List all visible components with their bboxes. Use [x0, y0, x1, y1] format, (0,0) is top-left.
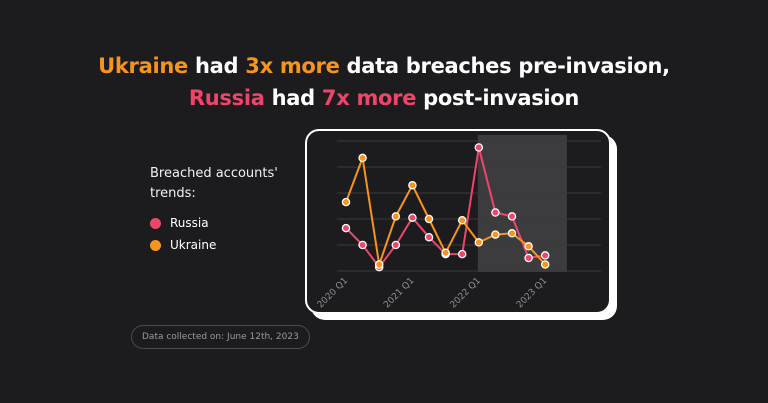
data-point-ukraine	[540, 260, 550, 269]
data-point-russia	[491, 208, 500, 217]
x-tick-label: 2020 Q1	[316, 276, 350, 310]
legend-item-russia: Russia	[150, 216, 300, 230]
headline-7x-more: 7x more	[321, 86, 417, 110]
data-point-russia	[408, 213, 417, 222]
data-point-russia	[457, 249, 467, 259]
breaches-line-chart: 2020 Q1 2021 Q1 2022 Q1 2023 Q1	[316, 135, 601, 310]
headline-russia: Russia	[188, 86, 265, 110]
data-point-russia	[540, 251, 550, 260]
data-point-ukraine	[391, 212, 401, 221]
data-point-ukraine	[507, 229, 517, 238]
data-point-russia	[474, 143, 484, 152]
headline-had-2: had	[264, 86, 322, 110]
data-point-ukraine	[457, 216, 467, 225]
data-point-russia	[424, 232, 434, 242]
headline-ukraine: Ukraine	[98, 54, 188, 78]
legend-label-ukraine: Ukraine	[170, 238, 217, 252]
data-point-russia	[507, 212, 517, 221]
legend-swatch-ukraine	[150, 239, 161, 251]
headline-line-2: Russia had 7x more post-invasion	[0, 82, 768, 114]
data-point-ukraine	[474, 238, 484, 247]
data-point-ukraine	[491, 230, 500, 239]
headline-line-1: Ukraine had 3x more data breaches pre-in…	[0, 50, 768, 82]
data-point-russia	[341, 223, 351, 233]
legend-swatch-russia	[150, 217, 161, 229]
headline-post-invasion: post-invasion	[416, 86, 580, 110]
data-collected-note: Data collected on: June 12th, 2023	[131, 325, 310, 349]
headline-pre-invasion: data breaches pre-invasion,	[339, 54, 671, 78]
legend-title: Breached accounts' trends:	[150, 166, 278, 201]
data-point-ukraine	[358, 153, 367, 163]
headline: Ukraine had 3x more data breaches pre-in…	[0, 50, 768, 114]
legend-item-ukraine: Ukraine	[150, 238, 300, 252]
headline-3x-more: 3x more	[245, 54, 340, 78]
data-point-ukraine	[341, 197, 351, 207]
data-point-ukraine	[424, 214, 434, 224]
highlight-band	[477, 135, 567, 272]
x-tick-label: 2021 Q1	[382, 276, 416, 310]
legend-label-russia: Russia	[170, 216, 209, 230]
data-point-ukraine	[374, 260, 384, 269]
headline-had-1: had	[187, 54, 246, 78]
data-point-ukraine	[441, 248, 450, 258]
chart-legend: Breached accounts' trends: Russia Ukrain…	[150, 164, 300, 252]
data-point-russia	[524, 253, 533, 263]
data-point-russia	[358, 240, 367, 250]
data-point-ukraine	[408, 180, 417, 190]
x-tick-label: 2022 Q1	[449, 276, 483, 310]
data-point-russia	[391, 240, 401, 250]
x-tick-label: 2023 Q1	[515, 276, 549, 310]
data-point-ukraine	[524, 242, 533, 251]
